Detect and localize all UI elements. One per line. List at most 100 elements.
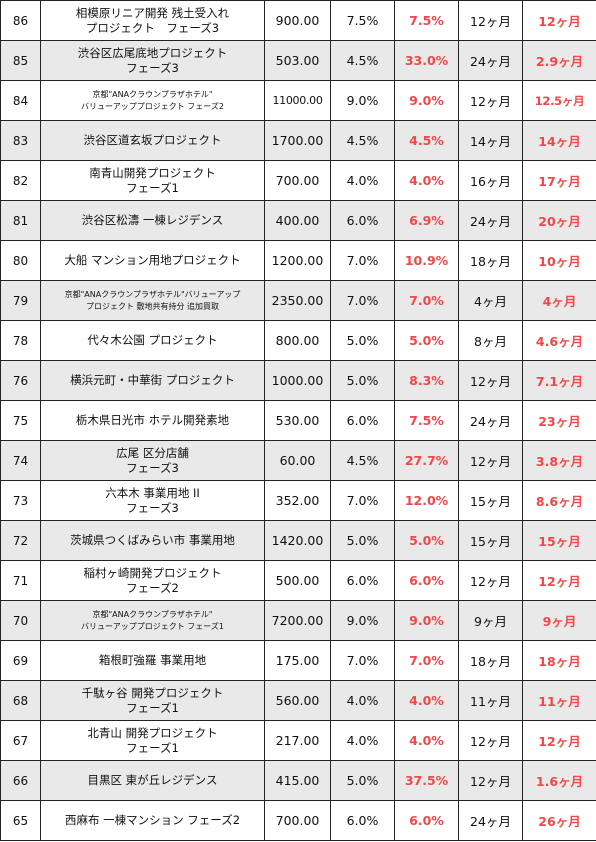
planned-yield-cell: 7.0% (330, 640, 395, 681)
amount-cell: 560.00 (264, 680, 331, 721)
project-name-cell: 京都"ANAクラウンプラザホテル"バリューアップ プロジェクト 敷地共有持分 追加… (40, 280, 265, 321)
project-name-cell: 京都"ANAクラウンプラザホテル" バリューアッププロジェクト フェーズ1 (40, 600, 265, 641)
planned-term-cell: 14ヶ月 (458, 120, 523, 161)
fund-number-cell: 85 (0, 40, 41, 81)
table-row: 65 西麻布 一棟マンション フェーズ2 700.00 6.0% 6.0% 24ヶ月 26ヶ… (0, 800, 596, 841)
actual-yield-cell: 4.5% (394, 120, 459, 161)
planned-term-cell: 9ヶ月 (458, 600, 523, 641)
table-row: 85 渋谷区広尾底地プロジェクト フェーズ3 503.00 4.5% 33.0% 24ヶ月 2… (0, 40, 596, 81)
project-name-cell: 西麻布 一棟マンション フェーズ2 (40, 800, 265, 841)
fund-number-cell: 81 (0, 200, 41, 241)
actual-term-cell: 12ヶ月 (522, 560, 596, 601)
table-row: 67 北青山 開発プロジェクト フェーズ1 217.00 4.0% 4.0% 12ヶ月 12ヶ… (0, 720, 596, 761)
fund-number-cell: 68 (0, 680, 41, 721)
project-name-cell: 目黒区 東が丘レジデンス (40, 760, 265, 801)
project-name-line: 稲村ヶ崎開発プロジェクト (83, 565, 222, 580)
table-row: 71 稲村ヶ崎開発プロジェクト フェーズ2 500.00 6.0% 6.0% 12ヶ月 12ヶ… (0, 560, 596, 601)
table-row: 73 六本木 事業用地 II フェーズ3 352.00 7.0% 12.0% 15ヶ月 8.6… (0, 480, 596, 521)
planned-term-cell: 12ヶ月 (458, 440, 523, 481)
project-name-line: 六本木 事業用地 II (105, 485, 200, 500)
amount-cell: 11000.00 (264, 80, 331, 121)
table-row: 75 栃木県日光市 ホテル開発素地 530.00 6.0% 7.5% 24ヶ月 23ヶ月 (0, 400, 596, 441)
table-row: 66 目黒区 東が丘レジデンス 415.00 5.0% 37.5% 12ヶ月 1.6ヶ月 (0, 760, 596, 801)
project-name-line: 栃木県日光市 ホテル開発素地 (75, 413, 230, 427)
planned-yield-cell: 7.0% (330, 240, 395, 281)
project-name-cell: 稲村ヶ崎開発プロジェクト フェーズ2 (40, 560, 265, 601)
planned-yield-cell: 5.0% (330, 520, 395, 561)
project-name-line: 代々木公園 プロジェクト (87, 333, 218, 347)
actual-yield-cell: 6.9% (394, 200, 459, 241)
amount-cell: 1700.00 (264, 120, 331, 161)
project-name-line: 相模原リニア開発 残土受入れ (75, 5, 230, 20)
planned-yield-cell: 4.5% (330, 120, 395, 161)
project-name-cell: 代々木公園 プロジェクト (40, 320, 265, 361)
amount-cell: 352.00 (264, 480, 331, 521)
project-name-line: 広尾 区分店舗 (116, 445, 189, 460)
actual-term-cell: 20ヶ月 (522, 200, 596, 241)
actual-yield-cell: 8.3% (394, 360, 459, 401)
amount-cell: 175.00 (264, 640, 331, 681)
actual-yield-cell: 33.0% (394, 40, 459, 81)
actual-term-cell: 17ヶ月 (522, 160, 596, 201)
project-name-line: フェーズ2 (126, 580, 179, 595)
project-name-line: バリューアッププロジェクト フェーズ1 (81, 621, 224, 631)
fund-number-cell: 84 (0, 80, 41, 121)
actual-yield-cell: 7.0% (394, 640, 459, 681)
project-name-cell: 大船 マンション用地プロジェクト (40, 240, 265, 281)
planned-term-cell: 15ヶ月 (458, 520, 523, 561)
fund-number-cell: 70 (0, 600, 41, 641)
amount-cell: 700.00 (264, 160, 331, 201)
project-name-line: フェーズ3 (126, 460, 179, 475)
planned-yield-cell: 5.0% (330, 760, 395, 801)
project-name-line: 西麻布 一棟マンション フェーズ2 (64, 813, 241, 827)
project-name-cell: 南青山開発プロジェクト フェーズ1 (40, 160, 265, 201)
planned-yield-cell: 7.5% (330, 0, 395, 41)
planned-yield-cell: 5.0% (330, 320, 395, 361)
amount-cell: 1420.00 (264, 520, 331, 561)
actual-yield-cell: 7.5% (394, 0, 459, 41)
amount-cell: 530.00 (264, 400, 331, 441)
actual-term-cell: 14ヶ月 (522, 120, 596, 161)
actual-term-cell: 12ヶ月 (522, 720, 596, 761)
actual-term-cell: 1.6ヶ月 (522, 760, 596, 801)
actual-term-cell: 12ヶ月 (522, 0, 596, 41)
project-name-line: 渋谷区松濤 一棟レジデンス (81, 213, 224, 227)
planned-yield-cell: 4.0% (330, 160, 395, 201)
actual-yield-cell: 9.0% (394, 600, 459, 641)
planned-yield-cell: 9.0% (330, 80, 395, 121)
planned-term-cell: 18ヶ月 (458, 240, 523, 281)
actual-yield-cell: 6.0% (394, 800, 459, 841)
actual-term-cell: 8.6ヶ月 (522, 480, 596, 521)
planned-yield-cell: 4.5% (330, 40, 395, 81)
planned-term-cell: 12ヶ月 (458, 760, 523, 801)
fund-number-cell: 76 (0, 360, 41, 401)
project-name-cell: 広尾 区分店舗 フェーズ3 (40, 440, 265, 481)
table-row: 76 横浜元町・中華街 プロジェクト 1000.00 5.0% 8.3% 12ヶ月 7.1ヶ… (0, 360, 596, 401)
project-name-line: 茨城県つくばみらい市 事業用地 (70, 533, 235, 547)
fund-number-cell: 80 (0, 240, 41, 281)
project-name-line: フェーズ1 (126, 700, 179, 715)
amount-cell: 700.00 (264, 800, 331, 841)
fund-number-cell: 74 (0, 440, 41, 481)
amount-cell: 60.00 (264, 440, 331, 481)
table-row: 82 南青山開発プロジェクト フェーズ1 700.00 4.0% 4.0% 16ヶ月 17ヶ月 (0, 160, 596, 201)
amount-cell: 900.00 (264, 0, 331, 41)
planned-term-cell: 15ヶ月 (458, 480, 523, 521)
planned-yield-cell: 5.0% (330, 360, 395, 401)
table-row: 80 大船 マンション用地プロジェクト 1200.00 7.0% 10.9% 18ヶ月 10… (0, 240, 596, 281)
table-row: 79 京都"ANAクラウンプラザホテル"バリューアップ プロジェクト 敷地共有持分 … (0, 280, 596, 321)
project-name-line: 大船 マンション用地プロジェクト (64, 253, 241, 267)
fund-number-cell: 75 (0, 400, 41, 441)
project-name-cell: 千駄ヶ谷 開発プロジェクト フェーズ1 (40, 680, 265, 721)
actual-yield-cell: 12.0% (394, 480, 459, 521)
amount-cell: 1000.00 (264, 360, 331, 401)
amount-cell: 415.00 (264, 760, 331, 801)
table-row: 74 広尾 区分店舗 フェーズ3 60.00 4.5% 27.7% 12ヶ月 3.8ヶ月 (0, 440, 596, 481)
actual-yield-cell: 9.0% (394, 80, 459, 121)
planned-term-cell: 12ヶ月 (458, 560, 523, 601)
actual-term-cell: 15ヶ月 (522, 520, 596, 561)
project-name-line: 京都"ANAクラウンプラザホテル" (92, 89, 213, 99)
actual-term-cell: 12.5ヶ月 (522, 80, 596, 121)
